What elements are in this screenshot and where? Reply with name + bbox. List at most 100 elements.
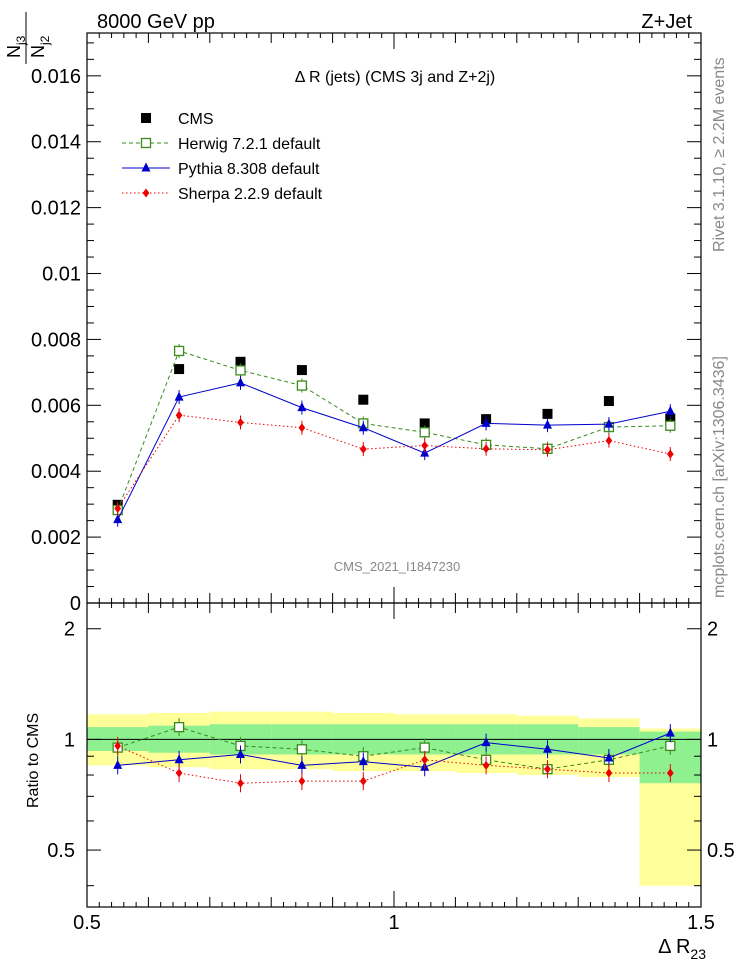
main-plot-marks <box>112 343 676 527</box>
legend-marker-cms <box>141 113 151 123</box>
x-tick-label: 1 <box>388 912 399 934</box>
ratio-point-herwig <box>173 721 185 733</box>
main-point-sherpa <box>666 449 674 459</box>
ratio-point-sherpa <box>114 741 122 751</box>
main-point-pythia <box>297 402 307 412</box>
legend-label-cms: CMS <box>178 111 214 128</box>
main-point-cms <box>603 396 614 407</box>
ratio-bands <box>87 711 701 886</box>
main-line-pythia <box>117 382 671 520</box>
main-y-tick-label: 0.014 <box>31 132 81 154</box>
main-point-herwig <box>235 365 246 376</box>
legend-marker-sherpa <box>142 188 150 198</box>
main-point-herwig <box>296 380 308 391</box>
ratio-point-sherpa <box>605 768 613 778</box>
plot-title: Δ R (jets) (CMS 3j and Z+2j) <box>295 69 496 86</box>
main-y-tick-label: 0.008 <box>31 329 81 351</box>
ratio-line-pythia <box>117 732 671 768</box>
main-line-herwig <box>117 350 671 511</box>
ratio-point-pythia <box>481 737 491 747</box>
main-line-sherpa <box>117 414 671 509</box>
main-point-cms <box>296 365 307 376</box>
main-y-tick-label: 0.006 <box>31 395 81 417</box>
ratio-point-pythia <box>113 759 123 769</box>
main-point-cms <box>235 356 246 367</box>
main-point-sherpa <box>421 441 429 451</box>
svg-text:Nj3: Nj3 <box>4 35 28 58</box>
ratio-point-pythia <box>174 754 184 764</box>
main-point-sherpa <box>359 444 367 454</box>
ratio-point-sherpa <box>237 778 244 788</box>
ratio-point-sherpa <box>175 768 183 778</box>
ratio-point-sherpa <box>421 755 429 765</box>
ratio-point-pythia <box>665 727 675 737</box>
legend: CMS Herwig 7.2.1 default Pythia 8.308 defa… <box>122 111 323 203</box>
ratio-point-sherpa <box>298 776 306 786</box>
main-point-pythia <box>665 405 675 415</box>
main-ylabel: Nj3 Nj2 <box>4 12 52 64</box>
main-point-cms <box>174 364 185 375</box>
main-y-tick-label: 0.01 <box>42 264 81 286</box>
watermark: CMS_2021_I1847230 <box>334 559 461 574</box>
main-y-tick-label: 0.002 <box>31 527 81 549</box>
main-point-cms <box>419 418 430 429</box>
ratio-line-herwig <box>117 726 671 770</box>
ratio-y-tick-label: 1 <box>64 729 75 751</box>
main-point-pythia <box>113 514 123 524</box>
ratio-y-tick-label-right: 1 <box>707 729 718 751</box>
main-point-sherpa <box>605 436 613 446</box>
main-point-sherpa <box>114 503 122 513</box>
x-tick-label: 1.5 <box>687 912 715 934</box>
ratio-y-tick-label-right: 2 <box>707 619 718 641</box>
ratio-point-pythia <box>358 756 368 766</box>
main-point-herwig <box>173 345 185 357</box>
main-point-sherpa <box>544 445 551 455</box>
header-left: 8000 GeV pp <box>97 11 215 33</box>
main-point-herwig <box>419 427 430 438</box>
ratio-point-sherpa <box>544 764 551 774</box>
ratio-y-tick-label: 0.5 <box>47 840 75 862</box>
main-y-tick-label: 0 <box>70 593 81 615</box>
ratio-line-sherpa <box>117 745 671 784</box>
main-y-tick-label: 0.016 <box>31 66 81 88</box>
main-point-cms <box>358 394 369 405</box>
side-label-lower: mcplots.cern.ch [arXiv:1306.3436] <box>711 356 728 598</box>
main-point-cms <box>542 408 553 419</box>
header-right: Z+Jet <box>641 11 692 33</box>
legend-label-sherpa: Sherpa 2.2.9 default <box>178 186 323 203</box>
ratio-point-sherpa <box>359 776 367 786</box>
main-y-tick-label: 0.004 <box>31 461 81 483</box>
main-point-cms <box>665 413 676 424</box>
xlabel: Δ R23 <box>658 936 706 962</box>
ratio-point-sherpa <box>482 760 490 770</box>
legend-marker-pythia <box>141 162 151 172</box>
x-tick-label: 0.5 <box>73 912 101 934</box>
main-point-pythia <box>481 417 491 427</box>
main-point-sherpa <box>482 444 490 454</box>
main-point-pythia <box>236 377 245 387</box>
main-y-tick-label: 0.012 <box>31 198 81 220</box>
main-point-pythia <box>174 391 184 401</box>
main-point-sherpa <box>237 417 244 427</box>
main-point-sherpa <box>175 410 183 420</box>
svg-text:Nj2: Nj2 <box>28 35 52 58</box>
ratio-y-tick-label-right: 0.5 <box>707 840 735 862</box>
legend-label-herwig: Herwig 7.2.1 default <box>178 136 321 153</box>
axes: 0 0.002 0.004 0.006 0.008 0.01 0.012 0.014 0.016… <box>31 32 735 934</box>
main-point-pythia <box>543 419 552 429</box>
side-label-upper: Rivet 3.1.10, ≥ 2.2M events <box>711 57 728 252</box>
legend-marker-herwig <box>140 137 152 149</box>
main-point-herwig <box>665 420 676 431</box>
ratio-point-herwig <box>665 740 676 752</box>
ratio-point-pythia <box>604 752 614 762</box>
ratio-point-sherpa <box>666 768 674 778</box>
ratio-ylabel: Ratio to CMS <box>25 713 42 808</box>
ratio-point-herwig <box>419 742 430 753</box>
ratio-point-pythia <box>297 759 307 769</box>
main-point-sherpa <box>298 423 306 433</box>
ratio-point-pythia <box>543 743 552 753</box>
ratio-y-tick-label: 2 <box>64 619 75 641</box>
main-point-pythia <box>604 418 614 428</box>
main-point-pythia <box>358 422 368 432</box>
